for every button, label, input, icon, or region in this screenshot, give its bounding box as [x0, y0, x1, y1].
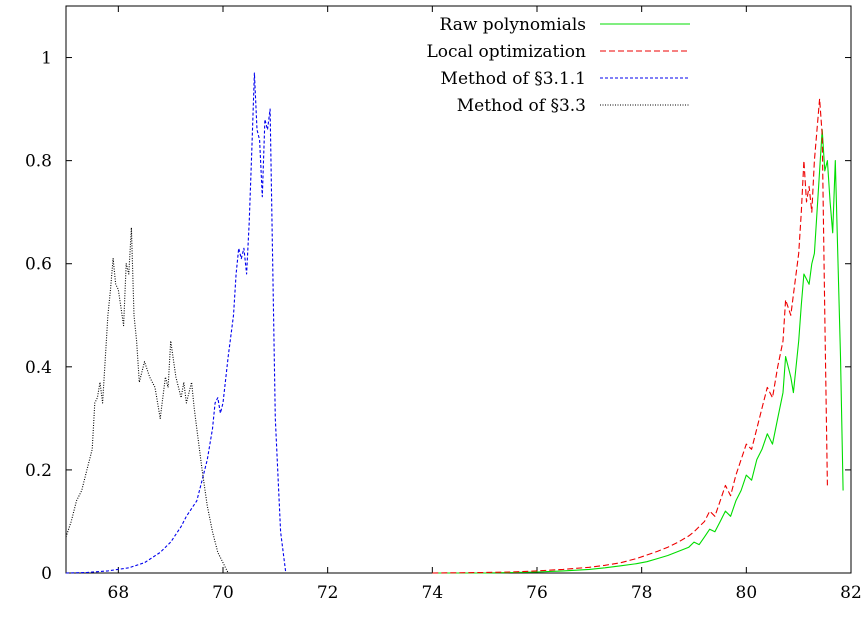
y-axis: 0 0.2 0.4 0.6 0.8 1 — [25, 49, 851, 584]
y-tick-label: 0.2 — [25, 461, 52, 481]
series-layer — [65, 72, 844, 574]
x-tick-label: 68 — [108, 583, 130, 603]
y-tick-label: 0.8 — [25, 152, 52, 172]
legend-label-4: Method of §3.3 — [457, 96, 586, 116]
x-tick-label: 72 — [317, 583, 339, 603]
series-line-2 — [432, 98, 828, 574]
series-line-3 — [65, 72, 287, 574]
series-line-1 — [432, 129, 844, 574]
legend-label-1: Raw polynomials — [440, 15, 586, 35]
x-tick-label: 80 — [736, 583, 758, 603]
series-line-4 — [65, 227, 229, 574]
y-tick-label: 0 — [41, 564, 52, 584]
x-tick-label: 74 — [422, 583, 444, 603]
x-tick-label: 76 — [526, 583, 548, 603]
legend-label-2: Local optimization — [426, 42, 586, 62]
x-tick-label: 70 — [212, 583, 234, 603]
plot-frame — [65, 5, 852, 574]
legend-label-3: Method of §3.1.1 — [441, 69, 586, 89]
legend: Raw polynomials Local optimization Method … — [426, 15, 690, 116]
x-tick-label: 78 — [631, 583, 653, 603]
x-tick-label: 82 — [840, 583, 862, 603]
y-tick-label: 0.6 — [25, 255, 52, 275]
x-axis: 68 70 72 74 76 78 80 82 — [108, 6, 862, 603]
y-tick-label: 0.4 — [25, 358, 52, 378]
y-tick-label: 1 — [41, 49, 52, 69]
